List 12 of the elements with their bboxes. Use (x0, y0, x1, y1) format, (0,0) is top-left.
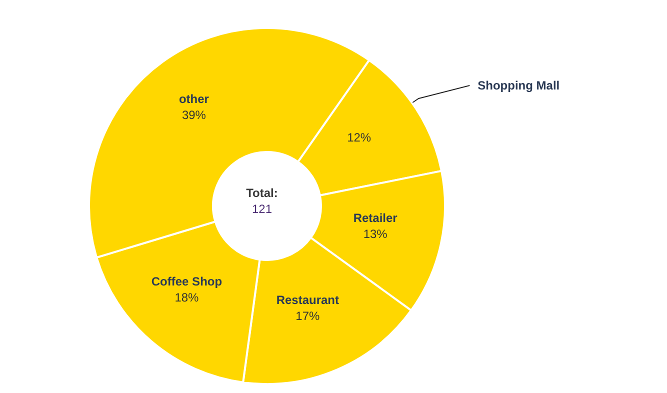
data-label: 13% (363, 226, 388, 241)
data-label: 39% (182, 108, 206, 122)
slice-label: Restaurant (276, 292, 340, 307)
slice-label: Retailer (353, 210, 398, 225)
data-label: 18% (174, 290, 200, 304)
slice-label: Shopping Mall (478, 78, 560, 93)
slice-label: other (178, 92, 210, 106)
text: 121 (252, 202, 272, 216)
data-label: 12% (347, 130, 372, 145)
data-label: 17% (296, 308, 320, 323)
slice-label: Coffee Shop (151, 274, 222, 288)
text: Total: (246, 186, 278, 200)
